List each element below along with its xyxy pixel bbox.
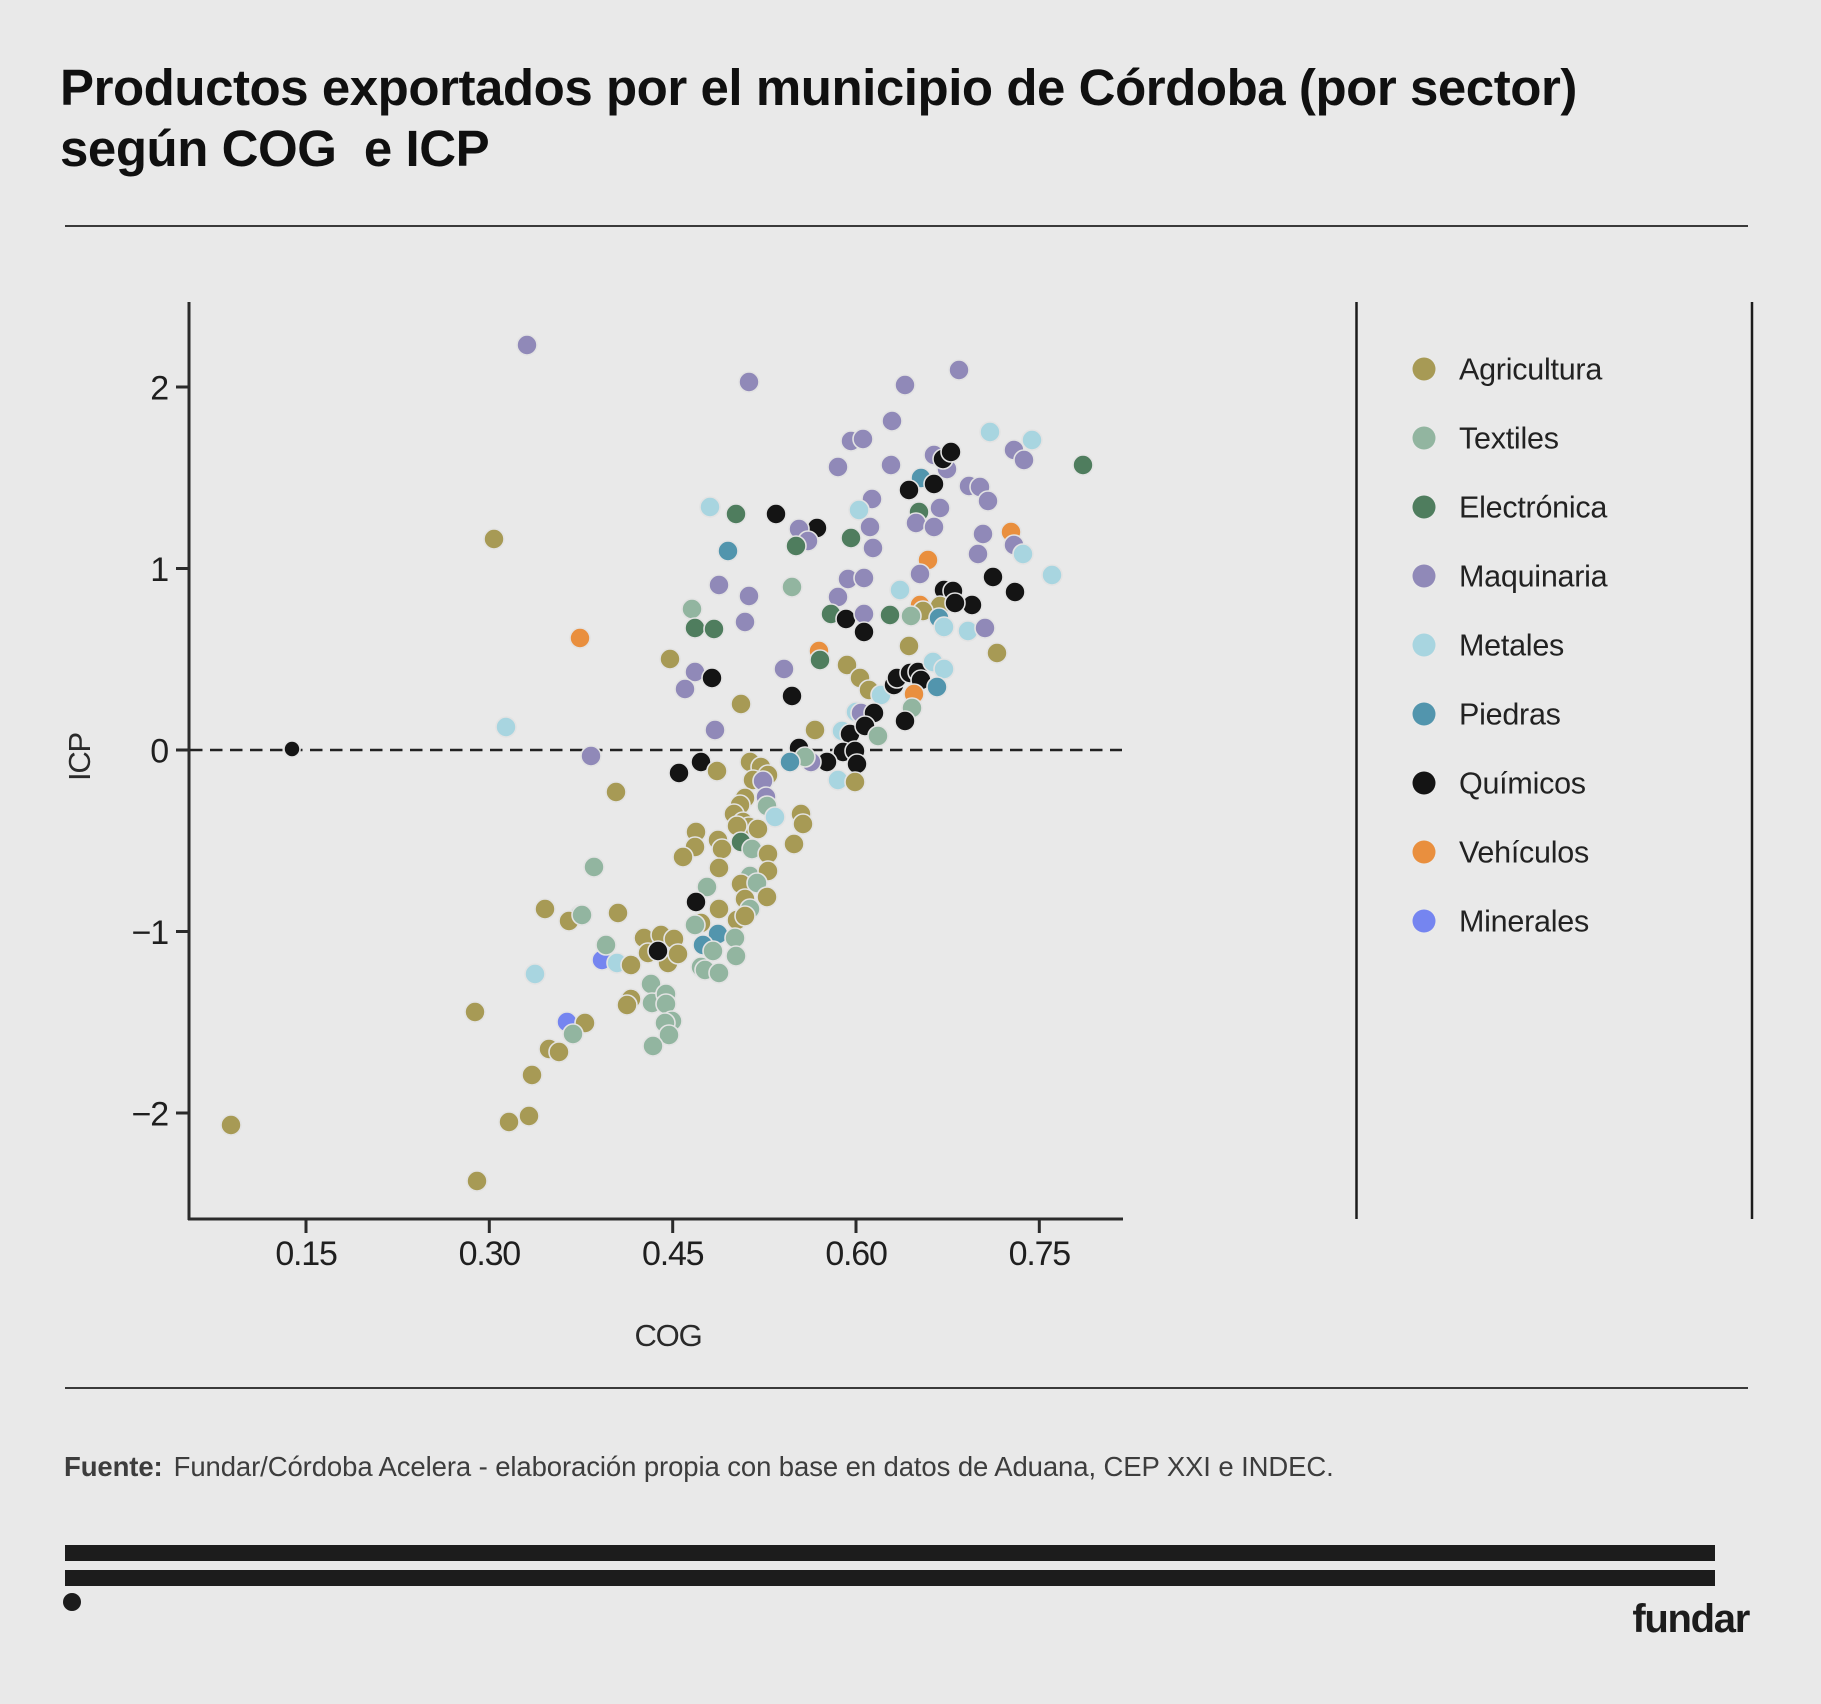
- svg-text:−1: −1: [132, 914, 169, 952]
- svg-text:Agricultura: Agricultura: [1459, 353, 1602, 387]
- svg-text:0.15: 0.15: [275, 1235, 337, 1273]
- svg-text:COG: COG: [634, 1318, 701, 1353]
- svg-text:Vehículos: Vehículos: [1459, 836, 1589, 870]
- svg-text:Químicos: Químicos: [1459, 767, 1586, 801]
- svg-text:Piedras: Piedras: [1459, 698, 1561, 732]
- svg-text:0.45: 0.45: [642, 1235, 704, 1273]
- svg-text:Electrónica: Electrónica: [1459, 491, 1607, 525]
- svg-text:0: 0: [150, 733, 168, 771]
- svg-text:1: 1: [150, 551, 168, 589]
- svg-text:0.60: 0.60: [825, 1235, 887, 1273]
- svg-text:Maquinaria: Maquinaria: [1459, 560, 1608, 594]
- svg-text:2: 2: [150, 370, 168, 408]
- svg-text:Minerales: Minerales: [1459, 905, 1589, 939]
- svg-text:Metales: Metales: [1459, 629, 1564, 663]
- svg-text:0.75: 0.75: [1009, 1235, 1071, 1273]
- svg-text:ICP: ICP: [62, 732, 97, 781]
- svg-text:0.30: 0.30: [459, 1235, 521, 1273]
- svg-text:Textiles: Textiles: [1459, 422, 1559, 456]
- svg-text:−2: −2: [132, 1096, 169, 1134]
